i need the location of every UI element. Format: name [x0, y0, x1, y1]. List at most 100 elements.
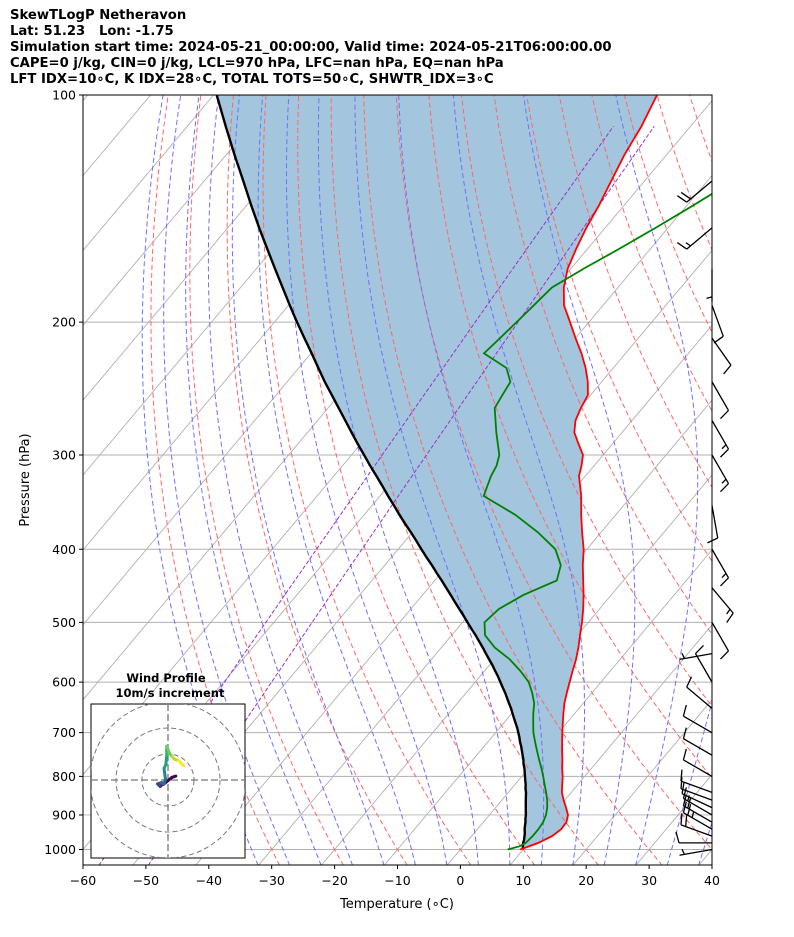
- hodograph-subtitle: 10m/s increment: [116, 686, 225, 700]
- y-tick-label: 1000: [44, 842, 76, 857]
- wind-barb-staff: [711, 305, 724, 337]
- dry-adiabat: [395, 95, 712, 851]
- wind-barb: [711, 305, 724, 344]
- wind-barb-flag: [676, 195, 688, 203]
- moist-adiabat: [286, 95, 448, 865]
- wind-barb: [682, 704, 713, 734]
- wind-barb-half-flag: [685, 242, 691, 247]
- x-tick-label: 10: [515, 873, 531, 888]
- wind-barb: [680, 769, 713, 793]
- dry-adiabat: [150, 95, 281, 865]
- wind-barb: [707, 505, 719, 544]
- wind-barb-flag: [720, 650, 729, 660]
- wind-barb-flag: [720, 409, 729, 420]
- y-tick-label: 400: [52, 542, 76, 557]
- y-tick-label: 200: [52, 315, 76, 330]
- wind-barb: [682, 748, 713, 777]
- wind-barb-flag: [682, 787, 687, 799]
- x-tick-label: 40: [704, 873, 720, 888]
- wind-barb-staff: [681, 793, 713, 809]
- wind-barb-half-flag: [726, 608, 731, 615]
- dry-adiabat: [591, 95, 712, 413]
- x-tick-label: −40: [196, 873, 222, 888]
- wind-barb: [681, 782, 713, 809]
- dry-adiabat: [189, 95, 344, 865]
- moist-adiabat: [730, 95, 794, 866]
- wind-barb: [682, 727, 713, 756]
- shaded-area: [216, 95, 657, 850]
- wind-barb-staff: [694, 653, 713, 683]
- y-tick-label: 100: [52, 88, 76, 103]
- wind-barb: [680, 813, 713, 837]
- x-tick-label: 20: [578, 873, 594, 888]
- wind-barb-staff: [683, 738, 713, 756]
- x-tick-label: 30: [641, 873, 657, 888]
- dry-adiabat: [297, 95, 536, 865]
- wind-barb-staff: [686, 686, 713, 709]
- x-tick-label: −60: [70, 873, 96, 888]
- wind-barb-staff: [680, 824, 713, 837]
- parcel-profile-line: [215, 95, 528, 850]
- wind-barb-staff: [683, 797, 713, 816]
- wind-barb-flag: [675, 831, 680, 844]
- mixing-ratio-line: [98, 125, 614, 865]
- x-axis-label: Temperature (∘C): [339, 897, 454, 912]
- wind-barb-staff: [680, 788, 713, 801]
- wind-barb-staff: [711, 548, 730, 579]
- wind-barb: [676, 227, 713, 250]
- wind-barb-staff: [711, 622, 730, 652]
- wind-barb-flag: [682, 704, 687, 717]
- dewpoint-profile-line: [482, 192, 712, 851]
- moist-adiabat: [231, 95, 385, 865]
- wind-barb-half-flag: [721, 444, 727, 450]
- y-tick-label: 900: [52, 807, 76, 822]
- wind-barb-half-flag: [721, 573, 727, 579]
- isotherm-line: [83, 95, 89, 102]
- moist-adiabat: [615, 95, 699, 865]
- x-tick-label: −20: [321, 873, 347, 888]
- y-tick-label: 500: [52, 615, 76, 630]
- wind-barb-half-flag: [681, 653, 686, 659]
- title-line-4: CAPE=0 j/kg, CIN=0 j/kg, LCL=970 hPa, LF…: [10, 56, 504, 71]
- wind-barb-staff: [683, 759, 713, 777]
- dry-adiabat: [461, 95, 712, 707]
- dry-adiabat: [755, 95, 794, 866]
- wind-barb-flag: [680, 813, 683, 825]
- dry-adiabat: [722, 95, 794, 866]
- moist-adiabat: [207, 95, 353, 865]
- y-tick-label: 300: [52, 447, 76, 462]
- wind-barb: [711, 587, 734, 623]
- y-axis-ticks: 1000 900 800 700 600 500 400 300 200 100: [44, 88, 83, 857]
- hodograph-trace: [179, 761, 186, 768]
- moist-adiabats: [141, 95, 794, 866]
- wind-barb-staff: [683, 812, 713, 830]
- wind-barb-staff: [711, 420, 730, 450]
- wind-barb: [686, 676, 713, 709]
- moist-adiabat: [398, 95, 545, 865]
- temperature-profile-line: [519, 95, 658, 851]
- wind-barb: [711, 381, 730, 420]
- x-axis-ticks: −60 −50 −40 −30 −20 −10 0 10 20 30 40: [70, 865, 720, 888]
- y-axis-label: Pressure (hPa): [18, 433, 33, 526]
- wind-barb-flag: [681, 782, 685, 794]
- hodograph-trace: [164, 753, 169, 766]
- wind-barb-flag: [707, 537, 719, 544]
- wind-barb-staff: [679, 848, 713, 856]
- isotherm-line: [83, 95, 214, 252]
- wind-barb-half-flag: [691, 812, 695, 818]
- wind-barb-flag: [687, 796, 692, 809]
- wind-barb-flag: [720, 577, 729, 587]
- wind-barb-flag: [713, 335, 724, 344]
- wind-barb-staff: [711, 381, 730, 411]
- wind-barb-staff: [686, 180, 713, 203]
- wind-barb: [706, 268, 713, 302]
- dry-adiabat: [226, 95, 408, 865]
- wind-barb-half-flag: [681, 848, 686, 855]
- hodograph-plot: [91, 704, 245, 858]
- title-line-5: LFT IDX=10∘C, K IDX=28∘C, TOTAL TOTS=50∘…: [10, 72, 494, 87]
- wind-barb-flag: [686, 676, 693, 688]
- isotherm-line: [83, 95, 277, 327]
- wind-barb-flag: [682, 727, 687, 739]
- wind-barb-flag: [680, 191, 691, 200]
- wind-barb-staff: [711, 587, 734, 614]
